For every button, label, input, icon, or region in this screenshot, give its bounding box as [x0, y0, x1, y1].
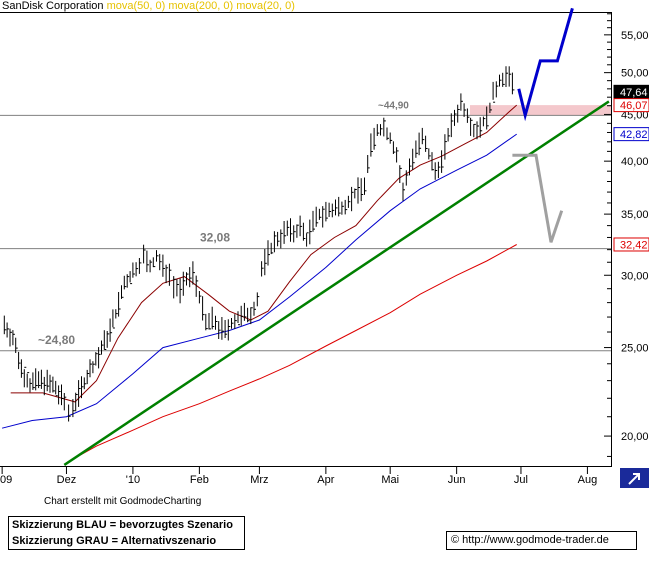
y-tick-label: 25,00	[621, 343, 649, 355]
scenario-blue-path	[517, 7, 574, 122]
price-tag-box	[613, 127, 649, 142]
legend-grey-text: Skizzierung GRAU = Alternativszenario	[12, 535, 217, 547]
resistance-zone	[470, 105, 611, 116]
y-tick-label: 40,00	[621, 156, 649, 168]
x-tick-label: Mai	[381, 474, 399, 486]
symbol-name: SanDisk Corporation	[2, 0, 104, 12]
price-tag-label: 47,64	[620, 87, 648, 99]
y-tick-label: 50,00	[621, 68, 649, 80]
ma50-line	[1, 133, 517, 429]
y-tick-label: 45,00	[621, 109, 649, 121]
price-tag-label: 42,82	[620, 129, 648, 141]
y-tick-label: 20,00	[621, 431, 649, 443]
level-label: ~44,90	[378, 100, 409, 111]
y-tick-label: 30,00	[621, 270, 649, 282]
ma200-line	[66, 244, 517, 464]
x-tick-label: Aug	[578, 474, 598, 486]
price-tag-box	[613, 237, 649, 252]
price-tag-box	[613, 98, 649, 113]
chart-tool-icon[interactable]	[620, 468, 649, 488]
ma20-line	[10, 104, 518, 403]
y-tick-label: 35,00	[621, 209, 649, 221]
ma50-label: mova(50, 0)	[106, 0, 166, 12]
plot-area	[0, 0, 611, 467]
y-tick-label: 55,00	[621, 30, 649, 42]
ma20-label: mova(20, 0)	[236, 0, 295, 12]
x-tick-label: Jun	[448, 474, 466, 486]
chart-title: SanDisk Corporation mova(50, 0) mova(200…	[2, 0, 295, 12]
scenario-grey-path	[512, 153, 564, 243]
x-tick-label: 09	[0, 474, 12, 486]
legend-blue-text: Skizzierung BLAU = bevorzugtes Szenario	[12, 519, 233, 531]
x-tick-label: Apr	[317, 474, 334, 486]
price-tag-label: 32,42	[620, 239, 648, 251]
price-tag-label: 46,07	[620, 100, 648, 112]
scenario-legend: Skizzierung BLAU = bevorzugtes Szenario …	[8, 516, 245, 550]
x-tick-label: Feb	[190, 474, 209, 486]
x-tick-label: Jul	[514, 474, 528, 486]
ma200-label: mova(200, 0)	[168, 0, 234, 12]
x-tick-label: '10	[126, 474, 140, 486]
level-label: 32,08	[200, 231, 230, 245]
trendline	[63, 100, 610, 466]
arrow-icon	[628, 473, 640, 485]
credit-text: Chart erstellt mit GodmodeCharting	[44, 496, 202, 507]
x-tick-label: Dez	[57, 474, 77, 486]
source-link[interactable]: © http://www.godmode-trader.de	[446, 531, 637, 550]
level-label: ~24,80	[38, 333, 75, 347]
x-tick-label: Mrz	[250, 474, 268, 486]
